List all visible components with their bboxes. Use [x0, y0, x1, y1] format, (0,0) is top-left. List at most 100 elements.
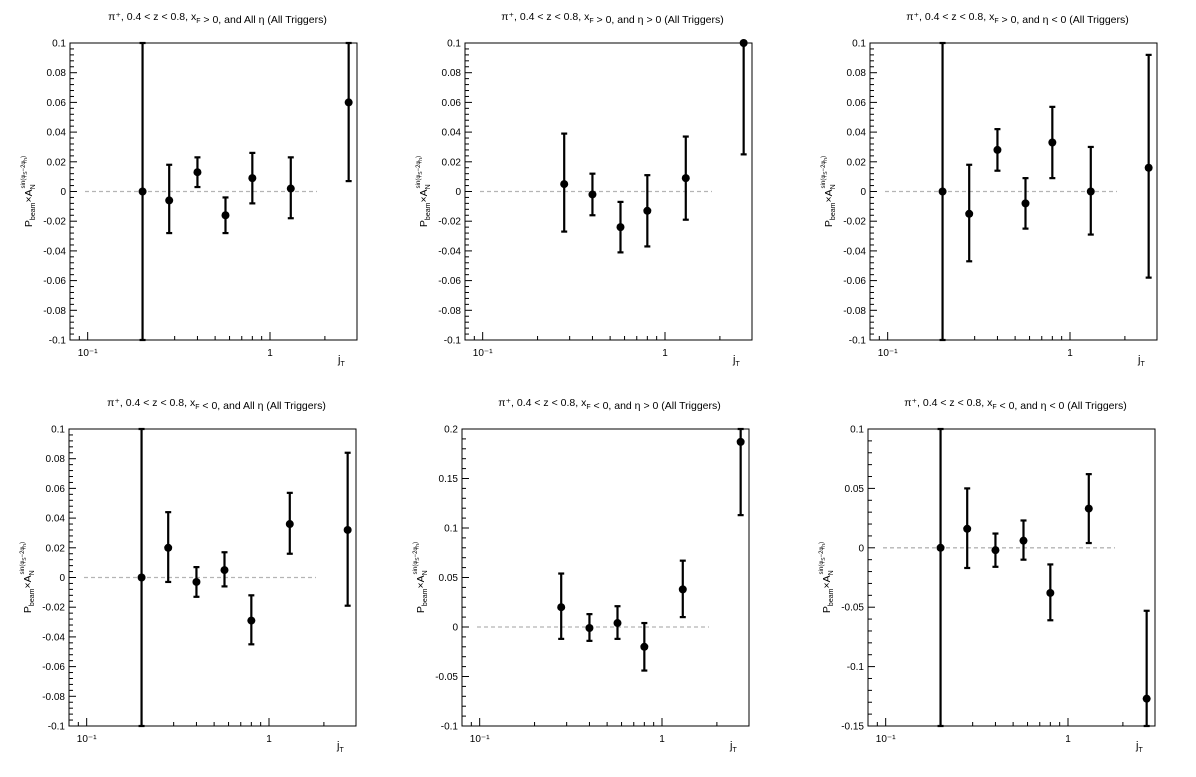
data-point	[221, 211, 230, 220]
y-axis-label: Pbeam×ANsin(φS−2φh)	[413, 542, 429, 613]
data-point	[965, 209, 974, 218]
data-point	[344, 98, 353, 107]
data-point	[1086, 187, 1095, 196]
y-tick-label: 0	[455, 187, 461, 198]
y-tick-label: 0.02	[847, 157, 867, 168]
chart-title: π⁺, 0.4 < z < 0.8, xF < 0, and η > 0 (Al…	[498, 397, 721, 412]
chart-title: π⁺, 0.4 < z < 0.8, xF > 0, and η < 0 (Al…	[906, 11, 1129, 26]
y-tick-label: 0.08	[46, 454, 66, 465]
data-point	[138, 187, 147, 196]
data-point	[1019, 536, 1028, 545]
data-point	[616, 223, 625, 232]
data-point	[193, 168, 202, 177]
y-tick-label: 0	[452, 623, 458, 634]
x-tick-label: 10⁻¹	[77, 734, 97, 745]
data-point	[936, 543, 945, 552]
data-point	[247, 616, 256, 625]
data-point	[739, 39, 748, 47]
y-tick-label: -0.05	[841, 603, 864, 614]
data-point	[1048, 138, 1057, 147]
y-tick-label: 0.02	[46, 543, 66, 554]
y-tick-label: 0.02	[442, 157, 462, 168]
x-tick-label: 10⁻¹	[470, 734, 490, 745]
chart-panel-2: π⁺, 0.4 < z < 0.8, xF > 0, and η > 0 (Al…	[416, 11, 753, 368]
x-tick-label: 1	[659, 734, 665, 745]
y-tick-label: -0.15	[841, 722, 864, 733]
data-point	[736, 437, 745, 446]
y-tick-label: 0.06	[442, 98, 462, 109]
y-tick-label: 0.08	[47, 68, 67, 79]
y-axis-label: Pbeam×ANsin(φS−2φh)	[416, 156, 432, 227]
y-tick-label: -0.02	[843, 217, 866, 228]
y-tick-label: -0.06	[843, 276, 866, 287]
y-tick-label: -0.08	[843, 306, 866, 317]
x-tick-label: 10⁻¹	[473, 348, 493, 359]
y-tick-label: -0.04	[843, 246, 866, 257]
data-point	[938, 187, 947, 196]
data-point	[1046, 588, 1055, 597]
y-tick-label: 0.1	[444, 524, 458, 535]
y-tick-label: -0.08	[42, 692, 65, 703]
y-tick-label: -0.1	[847, 662, 865, 673]
y-tick-label: 0.1	[447, 39, 461, 50]
chart-panel-4: π⁺, 0.4 < z < 0.8, xF < 0, and All η (Al…	[20, 397, 357, 754]
plot-frame	[461, 428, 750, 727]
y-tick-label: 0.1	[51, 425, 65, 436]
data-point	[681, 174, 690, 183]
y-tick-label: 0.15	[439, 474, 459, 485]
plot-frame	[867, 428, 1156, 727]
y-tick-label: 0.04	[847, 128, 867, 139]
y-tick-label: 0.06	[47, 98, 67, 109]
x-axis-label: jT	[1137, 354, 1145, 368]
y-tick-label: 0.04	[442, 128, 462, 139]
data-point	[963, 524, 972, 533]
x-axis-label: jT	[729, 740, 737, 754]
y-axis-label: Pbeam×ANsin(φS−2φh)	[20, 542, 36, 613]
data-point	[993, 145, 1002, 154]
y-tick-label: 0.06	[46, 484, 66, 495]
data-point	[643, 206, 652, 215]
data-point	[343, 525, 352, 534]
data-point	[588, 190, 597, 199]
data-point	[192, 577, 201, 586]
x-tick-label: 1	[1065, 734, 1071, 745]
y-tick-label: 0.1	[850, 425, 864, 436]
x-tick-label: 10⁻¹	[78, 348, 98, 359]
chart-panel-5: π⁺, 0.4 < z < 0.8, xF < 0, and η > 0 (Al…	[413, 397, 750, 754]
data-point	[164, 543, 173, 552]
y-axis-label: Pbeam×ANsin(φS−2φh)	[819, 542, 835, 613]
y-tick-label: -0.04	[43, 246, 66, 257]
y-tick-label: -0.08	[43, 306, 66, 317]
x-tick-label: 1	[266, 734, 272, 745]
chart-panel-6: π⁺, 0.4 < z < 0.8, xF < 0, and η < 0 (Al…	[819, 397, 1156, 754]
y-tick-label: 0.2	[444, 425, 458, 436]
y-tick-label: -0.05	[435, 672, 458, 683]
y-tick-label: -0.1	[849, 336, 867, 347]
y-tick-label: 0.02	[47, 157, 67, 168]
x-axis-label: jT	[1135, 740, 1143, 754]
x-tick-label: 1	[1067, 348, 1073, 359]
y-tick-label: -0.06	[438, 276, 461, 287]
data-point	[560, 180, 569, 189]
x-axis-label: jT	[732, 354, 740, 368]
data-point	[165, 196, 174, 205]
y-axis-label: Pbeam×ANsin(φS−2φh)	[21, 156, 37, 227]
y-tick-label: 0.08	[847, 68, 867, 79]
data-point	[1144, 163, 1153, 172]
data-point	[1142, 694, 1151, 703]
chart-title: π⁺, 0.4 < z < 0.8, xF < 0, and η < 0 (Al…	[904, 397, 1127, 412]
chart-title: π⁺, 0.4 < z < 0.8, xF < 0, and All η (Al…	[107, 397, 326, 412]
data-point	[248, 174, 257, 183]
chart-title: π⁺, 0.4 < z < 0.8, xF > 0, and η > 0 (Al…	[501, 11, 724, 26]
y-tick-label: -0.1	[48, 722, 66, 733]
x-tick-label: 1	[267, 348, 273, 359]
data-point	[557, 603, 566, 612]
y-tick-label: 0	[860, 187, 866, 198]
y-tick-label: -0.06	[43, 276, 66, 287]
data-point	[286, 184, 295, 193]
data-point	[1084, 504, 1093, 513]
data-point	[991, 546, 1000, 555]
y-tick-label: -0.02	[43, 217, 66, 228]
chart-title: π⁺, 0.4 < z < 0.8, xF > 0, and All η (Al…	[108, 11, 327, 26]
